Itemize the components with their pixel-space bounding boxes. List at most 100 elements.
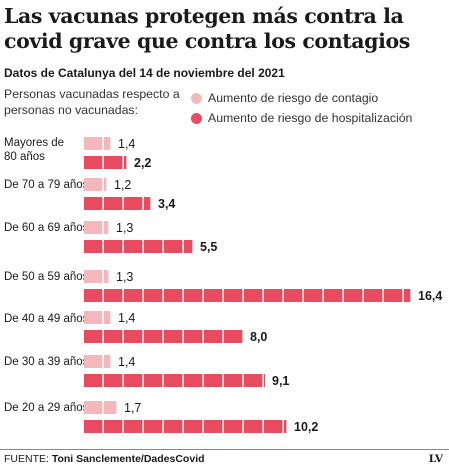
- category-label: De 40 a 49 años: [4, 313, 89, 325]
- bar-segment: [184, 374, 203, 387]
- bar-segment: [124, 374, 143, 387]
- data-label: 9,1: [272, 374, 289, 388]
- bar-segment: [84, 311, 103, 324]
- bar-segment: [124, 156, 127, 169]
- bar-segment: [104, 137, 111, 150]
- data-label: 1,4: [118, 355, 135, 369]
- bar-contagio: [84, 311, 111, 324]
- source-prefix: FUENTE:: [4, 453, 52, 465]
- bar-segment: [84, 401, 103, 414]
- bar-segment: [244, 289, 263, 302]
- bar-segment: [164, 289, 183, 302]
- bar-segment: [104, 240, 123, 253]
- bar-segment: [124, 197, 143, 210]
- bar-segment: [164, 330, 183, 343]
- legend-label-hospitalizacion: Aumento de riesgo de hospitalización: [208, 111, 413, 125]
- bar-hospitalizacion: [84, 240, 193, 253]
- bar-segment: [84, 240, 103, 253]
- data-label: 2,2: [134, 156, 151, 170]
- bar-segment: [144, 197, 151, 210]
- bar-segment: [104, 311, 111, 324]
- category-label: De 30 a 39 años: [4, 356, 89, 368]
- bar-segment: [104, 355, 111, 368]
- bar-segment: [124, 240, 143, 253]
- bar-segment: [264, 374, 265, 387]
- bar-hospitalizacion: [84, 374, 265, 387]
- data-label: 5,5: [200, 240, 217, 254]
- bar-segment: [344, 289, 363, 302]
- bar-segment: [404, 289, 411, 302]
- bar-segment: [364, 289, 383, 302]
- bar-segment: [304, 289, 323, 302]
- bar-hospitalizacion: [84, 197, 151, 210]
- bar-segment: [204, 420, 223, 433]
- brand-logo: LV: [428, 453, 443, 465]
- bar-segment: [84, 374, 103, 387]
- bar-contagio: [84, 137, 111, 150]
- data-label: 8,0: [250, 330, 267, 344]
- bar-hospitalizacion: [84, 156, 127, 169]
- bar-segment: [124, 289, 143, 302]
- bar-segment: [104, 374, 123, 387]
- legend-swatch-hospitalizacion: [191, 112, 202, 124]
- bar-segment: [284, 420, 287, 433]
- bar-segment: [184, 240, 193, 253]
- bar-segment: [224, 289, 243, 302]
- legend-label-contagio: Aumento de riesgo de contagio: [208, 91, 379, 105]
- bar-segment: [244, 420, 263, 433]
- bar-contagio: [84, 355, 111, 368]
- chart-title: Las vacunas protegen más contra la covid…: [4, 4, 410, 53]
- bar-segment: [84, 197, 103, 210]
- bar-segment: [104, 178, 107, 191]
- bar-segment: [84, 289, 103, 302]
- data-label: 16,4: [418, 289, 442, 303]
- data-label: 1,4: [118, 137, 135, 151]
- category-label: De 60 a 69 años: [4, 222, 89, 234]
- bar-segment: [164, 420, 183, 433]
- bar-segment: [84, 355, 103, 368]
- bar-segment: [324, 289, 343, 302]
- bar-segment: [124, 420, 143, 433]
- bar-segment: [144, 330, 163, 343]
- bar-segment: [104, 156, 123, 169]
- bar-segment: [84, 420, 103, 433]
- bar-segment: [84, 137, 103, 150]
- source-name: Toni Sanclemente/DadesCovid: [51, 453, 205, 465]
- bar-segment: [124, 330, 143, 343]
- bar-segment: [144, 289, 163, 302]
- bar-segment: [384, 289, 403, 302]
- bar-segment: [104, 289, 123, 302]
- bar-segment: [224, 330, 243, 343]
- bar-segment: [164, 240, 183, 253]
- bar-contagio: [84, 401, 117, 414]
- bar-segment: [224, 420, 243, 433]
- source-credit: FUENTE: Toni Sanclemente/DadesCovid: [4, 453, 205, 465]
- bar-hospitalizacion: [84, 330, 243, 343]
- data-label: 10,2: [294, 420, 318, 434]
- bar-segment: [204, 330, 223, 343]
- bar-hospitalizacion: [84, 289, 411, 302]
- footer-divider: [0, 449, 449, 450]
- bar-hospitalizacion: [84, 420, 287, 433]
- data-label: 1,7: [124, 401, 141, 415]
- bar-segment: [104, 420, 123, 433]
- data-label: 1,2: [114, 178, 131, 192]
- data-label: 1,3: [116, 270, 133, 284]
- bar-contagio: [84, 221, 109, 234]
- category-label: De 20 a 29 años: [4, 402, 89, 414]
- bar-segment: [164, 374, 183, 387]
- bar-segment: [84, 156, 103, 169]
- bar-segment: [244, 374, 263, 387]
- bar-segment: [104, 401, 117, 414]
- bar-segment: [104, 270, 109, 283]
- bar-segment: [144, 420, 163, 433]
- bar-segment: [84, 330, 103, 343]
- data-label: 3,4: [158, 197, 175, 211]
- legend-item-hospitalizacion: Aumento de riesgo de hospitalización: [191, 111, 412, 125]
- category-label: De 70 a 79 años: [4, 179, 89, 191]
- bar-segment: [204, 374, 223, 387]
- bar-segment: [224, 374, 243, 387]
- bar-segment: [264, 420, 283, 433]
- bar-contagio: [84, 270, 109, 283]
- category-label: Mayores de 80 años: [4, 137, 64, 163]
